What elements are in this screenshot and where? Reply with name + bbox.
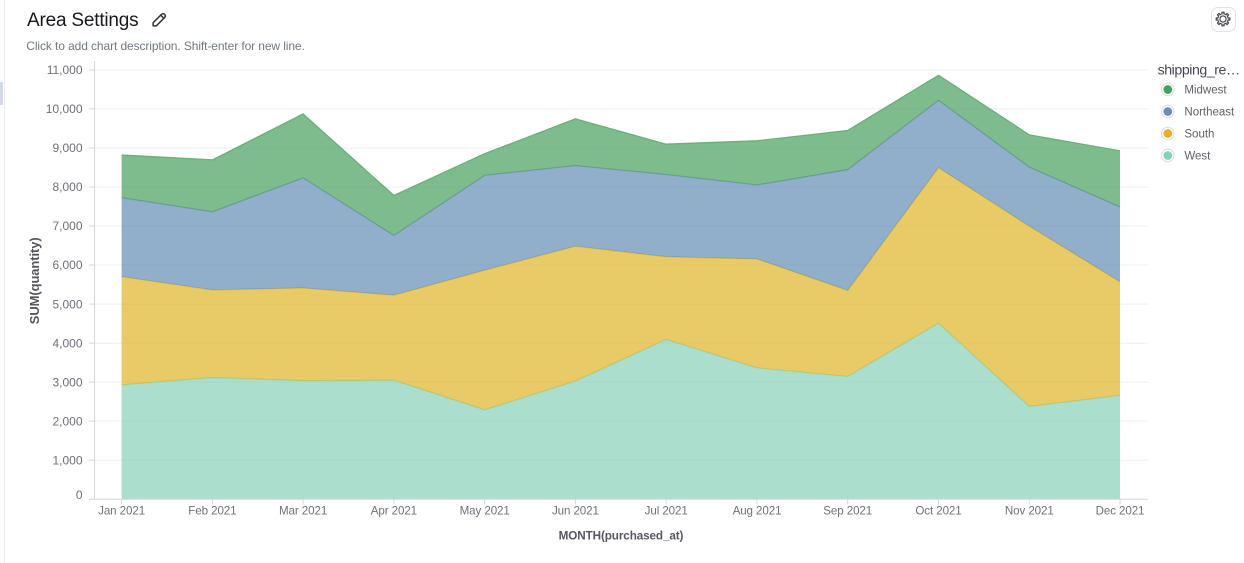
svg-text:Nov 2021: Nov 2021 (1005, 504, 1054, 517)
svg-text:Sep 2021: Sep 2021 (823, 504, 872, 517)
svg-text:SUM(quantity): SUM(quantity) (27, 237, 42, 324)
svg-text:shipping_re…: shipping_re… (1158, 62, 1240, 78)
svg-text:0: 0 (76, 488, 83, 502)
svg-text:3,000: 3,000 (52, 375, 82, 389)
svg-text:8,000: 8,000 (52, 180, 82, 194)
svg-text:Feb 2021: Feb 2021 (188, 504, 236, 517)
svg-text:Dec 2021: Dec 2021 (1096, 504, 1145, 517)
svg-text:11,000: 11,000 (47, 63, 83, 77)
svg-text:MONTH(purchased_at): MONTH(purchased_at) (559, 529, 684, 542)
svg-text:6,000: 6,000 (52, 258, 82, 272)
svg-text:Apr 2021: Apr 2021 (371, 504, 417, 517)
svg-text:2,000: 2,000 (52, 414, 82, 428)
svg-text:Oct 2021: Oct 2021 (915, 504, 961, 517)
svg-text:Mar 2021: Mar 2021 (279, 504, 327, 517)
svg-text:7,000: 7,000 (52, 219, 82, 233)
svg-text:10,000: 10,000 (46, 102, 83, 116)
svg-text:4,000: 4,000 (52, 336, 82, 350)
svg-text:5,000: 5,000 (52, 297, 82, 311)
svg-text:Jan 2021: Jan 2021 (98, 504, 145, 517)
svg-text:Northeast: Northeast (1184, 107, 1235, 119)
svg-text:1,000: 1,000 (52, 453, 82, 467)
svg-text:Jul 2021: Jul 2021 (645, 504, 688, 517)
svg-text:South: South (1184, 129, 1214, 141)
svg-text:Jun 2021: Jun 2021 (552, 504, 599, 517)
svg-text:West: West (1184, 151, 1211, 163)
svg-text:May 2021: May 2021 (460, 504, 510, 517)
svg-text:Aug 2021: Aug 2021 (733, 504, 782, 517)
svg-text:Midwest: Midwest (1184, 85, 1227, 97)
svg-text:9,000: 9,000 (52, 141, 82, 155)
